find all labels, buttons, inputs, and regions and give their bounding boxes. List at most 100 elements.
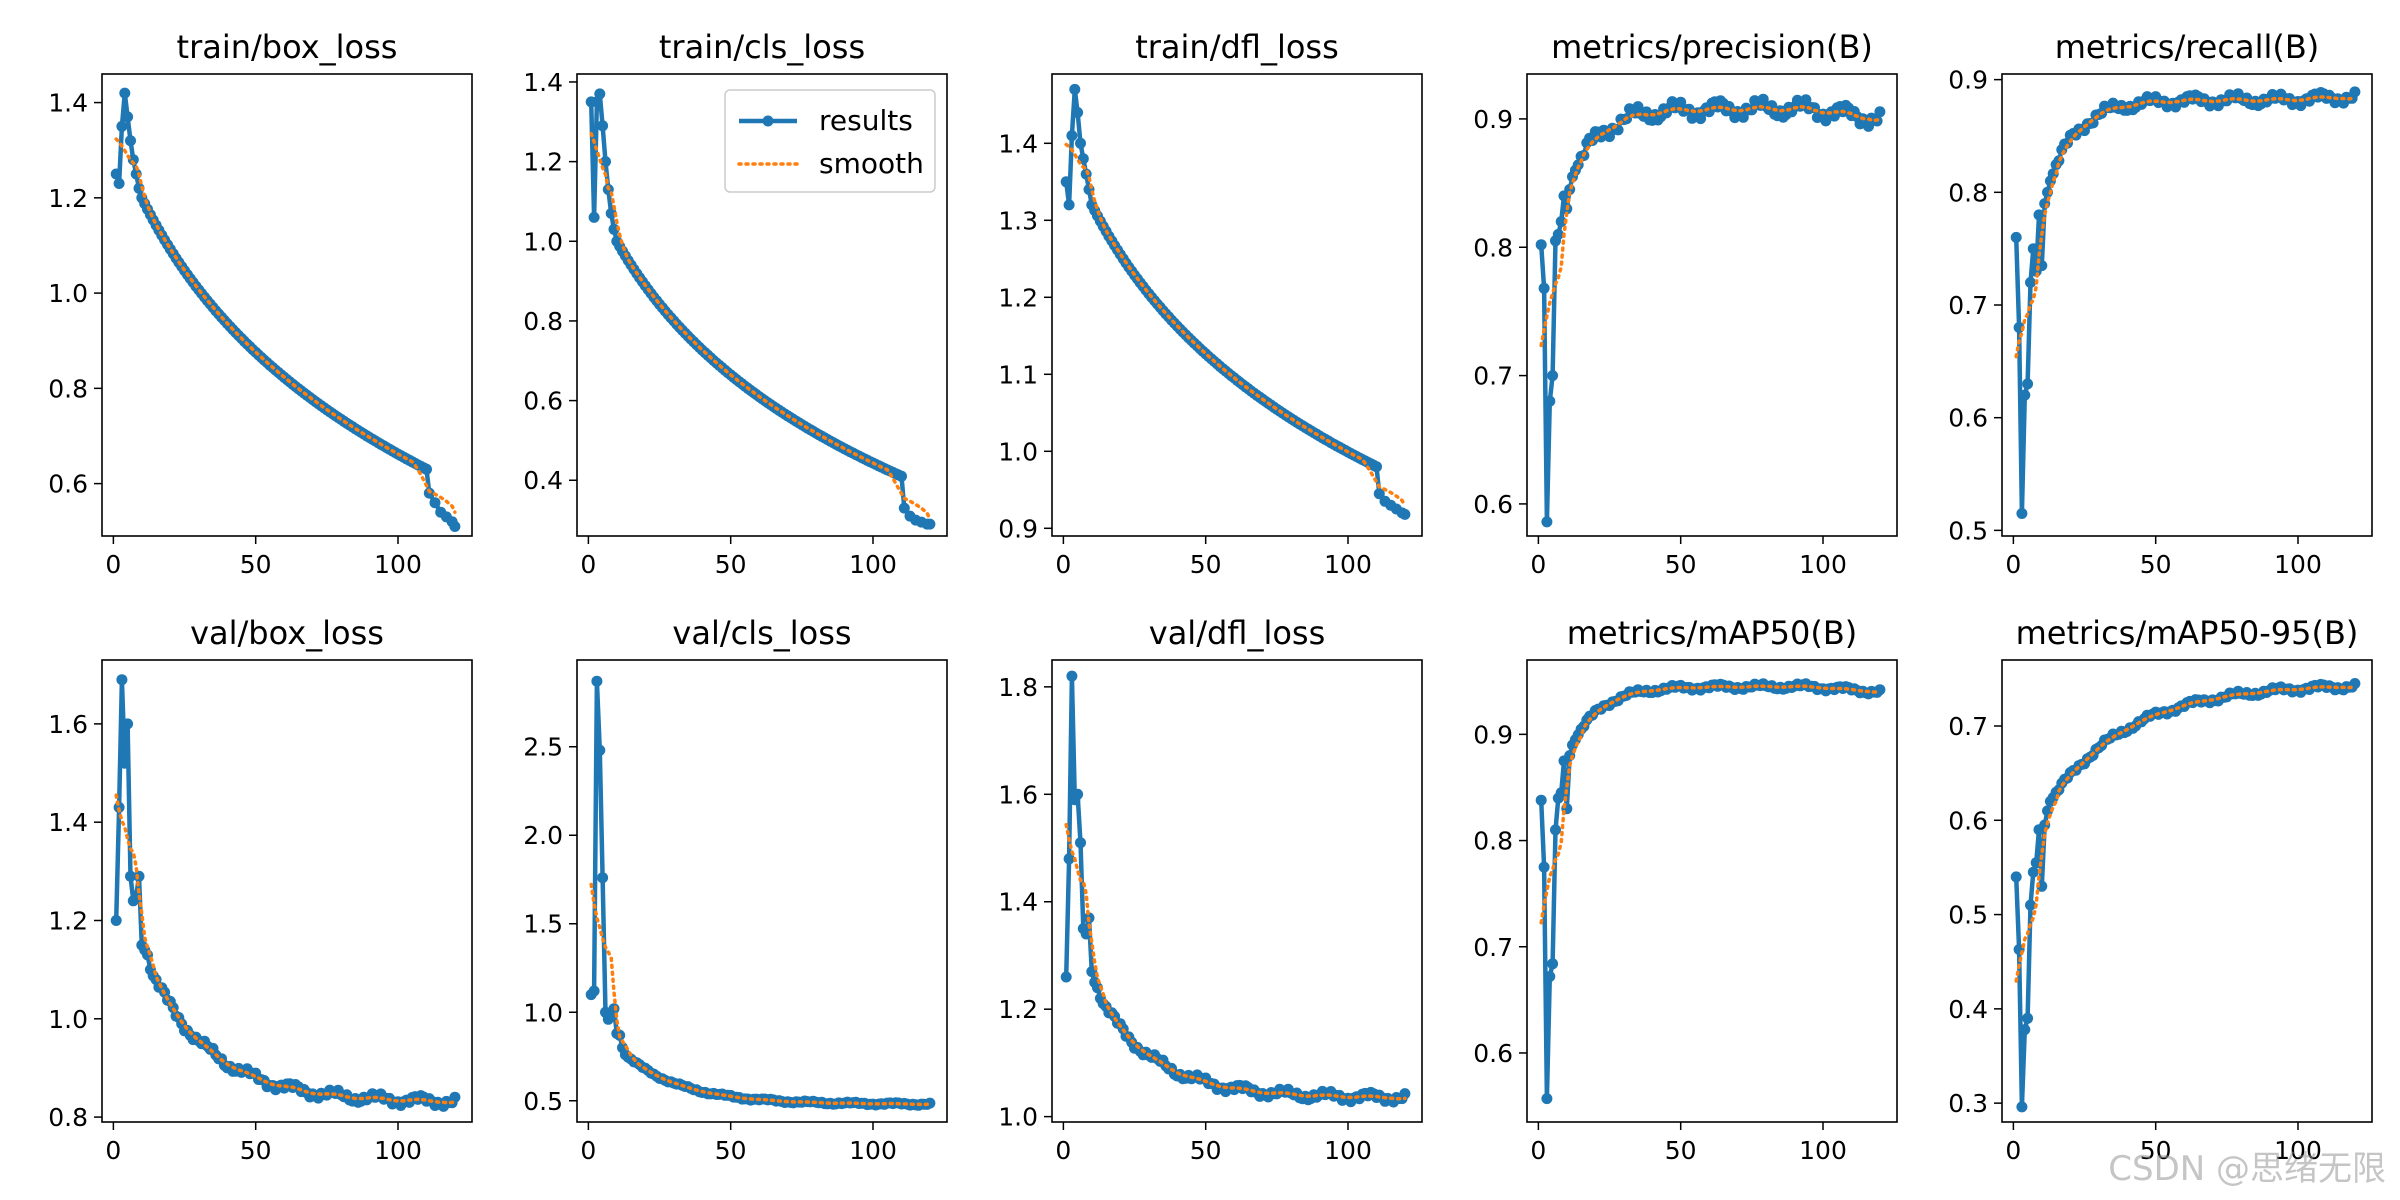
y-tick-label: 1.2 xyxy=(998,995,1038,1024)
results-point xyxy=(110,915,122,926)
results-point xyxy=(1060,971,1072,983)
legend-results-marker xyxy=(762,115,774,127)
y-tick-label: 0.4 xyxy=(1948,995,1988,1024)
results-point xyxy=(449,1091,461,1103)
results-point xyxy=(1373,488,1385,500)
y-tick-label: 1.4 xyxy=(998,129,1038,158)
y-tick-label: 0.7 xyxy=(1948,712,1988,741)
results-point xyxy=(2016,1101,2028,1113)
x-tick-label: 0 xyxy=(580,550,596,579)
results-point xyxy=(1538,282,1550,294)
y-tick-label: 0.9 xyxy=(1948,66,1988,95)
panel-title: metrics/mAP50(B) xyxy=(1567,614,1858,652)
results-point xyxy=(2022,378,2034,390)
y-tick-label: 1.2 xyxy=(523,148,563,177)
plot-area xyxy=(2010,86,2361,519)
results-line xyxy=(113,677,457,1109)
results-point xyxy=(1075,837,1086,849)
results-point xyxy=(125,135,136,147)
results-point xyxy=(1547,370,1559,382)
results-point xyxy=(1552,228,1564,240)
y-tick-label: 0.9 xyxy=(1473,105,1513,134)
plot-area xyxy=(585,88,936,530)
y-tick-label: 1.4 xyxy=(48,89,88,118)
y-tick-label: 0.6 xyxy=(1473,490,1513,519)
y-tick-label: 1.6 xyxy=(998,780,1038,809)
results-point xyxy=(2019,389,2031,401)
y-tick-label: 1.2 xyxy=(48,184,88,213)
results-point xyxy=(1544,971,1556,982)
results-point xyxy=(2019,1024,2031,1036)
y-tick-label: 1.4 xyxy=(48,808,88,837)
results-point xyxy=(588,211,600,223)
results-point xyxy=(2025,277,2036,288)
axes-frame xyxy=(576,73,948,537)
results-point xyxy=(1874,106,1886,118)
x-tick-label: 100 xyxy=(2274,550,2322,579)
results-point xyxy=(1737,111,1749,123)
results-point xyxy=(588,985,600,997)
x-tick-label: 0 xyxy=(105,1136,121,1165)
x-tick-label: 50 xyxy=(1190,1136,1222,1165)
y-tick-label: 1.0 xyxy=(523,227,563,256)
panel-title: train/dfl_loss xyxy=(1135,28,1339,66)
y-tick-label: 1.6 xyxy=(48,710,88,739)
x-tick-label: 50 xyxy=(2140,550,2172,579)
y-tick-label: 1.0 xyxy=(998,437,1038,466)
results-point xyxy=(594,744,606,756)
axes-frame xyxy=(101,659,473,1123)
y-tick-label: 1.2 xyxy=(998,283,1038,312)
panel-train-dfl-loss: train/dfl_loss 0 50 100 0.9 1.0 1.1 1.2 1.3 1.4 xyxy=(998,28,1423,579)
x-tick-label: 50 xyxy=(715,550,747,579)
results-point xyxy=(125,870,136,882)
y-tick-label: 0.4 xyxy=(523,466,563,495)
x-tick-label: 0 xyxy=(1055,1136,1071,1165)
results-point xyxy=(1535,239,1547,251)
results-point xyxy=(1060,176,1072,188)
plot-area xyxy=(2010,678,2361,1113)
y-tick-label: 1.8 xyxy=(998,673,1038,702)
y-tick-label: 0.6 xyxy=(48,470,88,499)
y-tick-label: 0.8 xyxy=(1948,178,1988,207)
y-tick-label: 1.4 xyxy=(998,888,1038,917)
results-line xyxy=(1538,96,1883,525)
axes-frame xyxy=(2001,659,2373,1123)
results-point xyxy=(2016,508,2028,519)
results-point xyxy=(1555,216,1567,228)
results-point xyxy=(1675,96,1687,108)
y-tick-label: 0.7 xyxy=(1473,933,1513,962)
x-tick-label: 0 xyxy=(1530,1136,1546,1165)
smooth-line xyxy=(589,131,932,521)
results-point xyxy=(2033,209,2045,221)
axes-frame xyxy=(1526,659,1898,1123)
results-point xyxy=(1538,861,1550,873)
results-line xyxy=(1063,673,1407,1105)
results-line xyxy=(2013,682,2357,1110)
smooth-line xyxy=(114,793,457,1105)
y-tick-label: 0.6 xyxy=(1948,806,1988,835)
x-tick-label: 50 xyxy=(715,1136,747,1165)
panel-val-cls-loss: val/cls_loss 0 50 100 0.5 1.0 1.5 2.0 2.5 xyxy=(523,614,948,1165)
results-point xyxy=(2027,866,2039,878)
x-tick-label: 50 xyxy=(1665,1136,1697,1165)
y-tick-label: 0.8 xyxy=(48,1103,88,1132)
results-point xyxy=(116,120,128,132)
panel-train-box-loss: train/box_loss 0 50 100 0.6 0.8 1.0 1.2 1.4 xyxy=(48,28,473,579)
panel-val-box-loss: val/box_loss 0 50 100 0.8 1.0 1.2 1.4 1.6 xyxy=(48,614,473,1165)
results-point xyxy=(1555,787,1567,799)
smooth-line xyxy=(589,882,932,1107)
results-point xyxy=(429,497,441,509)
y-tick-label: 1.1 xyxy=(998,360,1038,389)
results-point xyxy=(1535,794,1547,806)
panel-title: metrics/mAP50-95(B) xyxy=(2016,614,2359,652)
results-point xyxy=(896,470,907,482)
y-tick-label: 0.9 xyxy=(998,514,1038,543)
results-point xyxy=(2010,871,2022,883)
x-tick-label: 50 xyxy=(1190,550,1222,579)
legend-smooth-label: smooth xyxy=(819,147,924,180)
results-point xyxy=(605,207,617,219)
plot-area xyxy=(1060,670,1411,1108)
y-tick-label: 1.0 xyxy=(48,1005,88,1034)
results-point xyxy=(898,502,910,514)
x-tick-label: 0 xyxy=(105,550,121,579)
